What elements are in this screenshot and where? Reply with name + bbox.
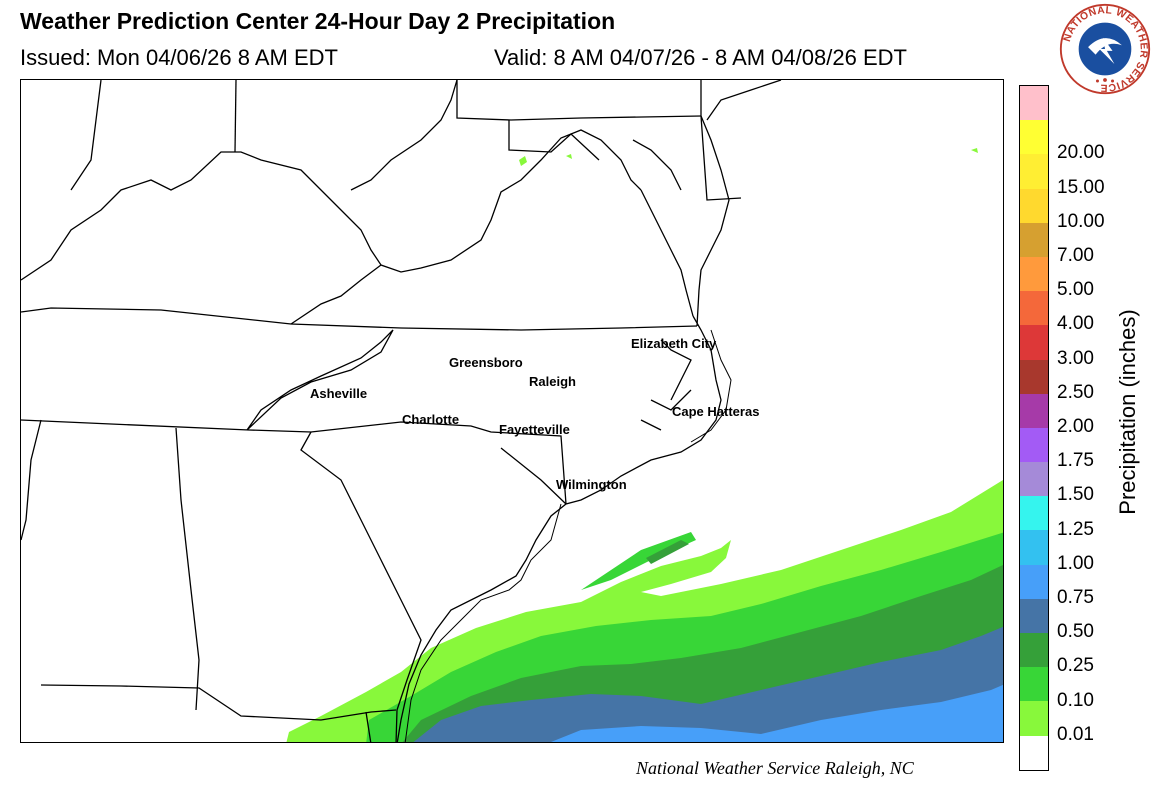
city-raleigh: Raleigh [529, 374, 576, 389]
legend-swatch [1020, 633, 1048, 668]
city-charlotte: Charlotte [402, 412, 460, 427]
legend-tick-label: 0.50 [1057, 621, 1094, 643]
city-asheville: Asheville [310, 386, 368, 401]
legend-swatch [1020, 393, 1048, 428]
map-title: Weather Prediction Center 24-Hour Day 2 … [20, 8, 616, 34]
legend-tick-label: 1.50 [1057, 484, 1094, 506]
precip-area-0-25-band [646, 540, 689, 564]
credit-line: National Weather Service Raleigh, NC [636, 758, 914, 778]
precipitation-map: Elizabeth City Greensboro Raleigh Ashevi… [20, 79, 1004, 743]
legend-swatch [1020, 188, 1048, 223]
city-cape-hatteras: Cape Hatteras [672, 404, 760, 419]
legend-tick-label: 4.00 [1057, 313, 1094, 335]
legend-tick-label: 0.10 [1057, 689, 1094, 711]
legend-tick-label: 15.00 [1057, 176, 1105, 198]
legend-swatch [1020, 735, 1048, 770]
precip-areas [286, 148, 1003, 742]
legend-swatch [1020, 120, 1048, 155]
city-elizabeth-city: Elizabeth City [631, 336, 717, 351]
legend-tick-label: 20.00 [1057, 142, 1105, 164]
legend-swatch [1020, 496, 1048, 531]
legend-tick-label: 1.25 [1057, 518, 1094, 540]
legend-tick-label: 0.75 [1057, 587, 1094, 608]
legend-swatch [1020, 325, 1048, 360]
legend-tick-label: 0.01 [1057, 723, 1094, 745]
legend-tick-label: 1.00 [1057, 552, 1094, 574]
legend-swatch [1020, 222, 1048, 257]
precip-colorbar [1019, 85, 1049, 771]
issued-time: Issued: Mon 04/06/26 8 AM EDT [20, 45, 338, 70]
legend-swatch [1020, 530, 1048, 565]
legend-tick-label: 10.00 [1057, 210, 1105, 232]
legend-swatch [1020, 154, 1048, 189]
legend-swatch [1020, 427, 1048, 463]
coastline [404, 329, 732, 742]
city-fayetteville: Fayetteville [499, 422, 570, 437]
precip-area-0-75 [551, 684, 1003, 742]
precip-area-0-50 [413, 626, 1003, 742]
legend-tick-label: 5.00 [1057, 279, 1094, 301]
legend-swatch [1020, 86, 1048, 121]
legend-tick-label: 2.50 [1057, 381, 1094, 403]
valid-period: Valid: 8 AM 04/07/26 - 8 AM 04/08/26 EDT [494, 45, 907, 70]
legend-swatch [1020, 701, 1048, 736]
nws-logo-icon: NATIONAL WEATHER SERVICE [1059, 3, 1151, 95]
legend-swatch [1020, 564, 1048, 599]
state-boundaries [21, 80, 782, 742]
legend-tick-label: 1.75 [1057, 450, 1094, 472]
precip-area-0-10-band [581, 532, 696, 590]
legend-swatch [1020, 291, 1048, 326]
precip-area-0-01-small [519, 148, 978, 166]
legend-tick-label: 7.00 [1057, 245, 1094, 266]
legend-swatch [1020, 359, 1048, 394]
city-greensboro: Greensboro [449, 355, 523, 370]
legend-tick-label: 2.00 [1057, 416, 1094, 437]
legend-tick-label: 0.25 [1057, 655, 1094, 677]
map-canvas [21, 80, 1003, 742]
colorbar-label: Precipitation (inches) [1115, 309, 1140, 515]
legend-swatch [1020, 256, 1048, 292]
legend-tick-label: 3.00 [1057, 347, 1094, 369]
legend-swatch [1020, 667, 1048, 702]
city-wilmington: Wilmington [556, 477, 627, 492]
legend-swatch [1020, 598, 1048, 633]
legend-swatch [1020, 462, 1048, 497]
